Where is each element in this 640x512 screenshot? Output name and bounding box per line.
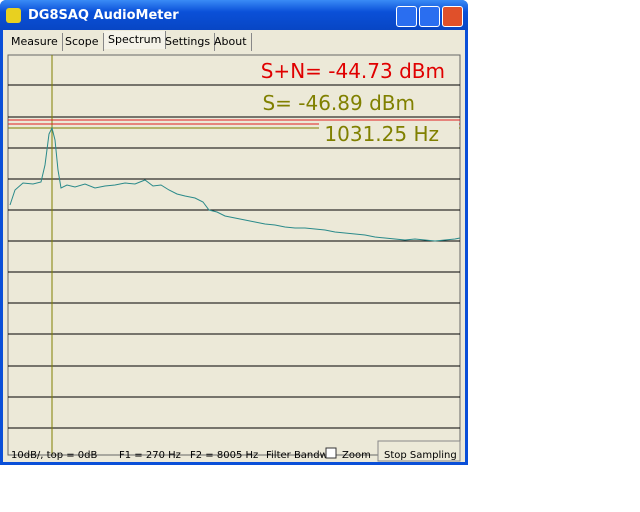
frequency-readout: 1031.25 Hz — [324, 122, 439, 146]
client-area: Measure Scope Spectrum Settings About S+… — [3, 30, 465, 462]
tab[interactable]: Measure — [7, 33, 63, 51]
plot-frame — [7, 54, 461, 456]
zoom-label: Zoom — [342, 450, 371, 461]
window: DG8SAQ AudioMeter Measure Scope Spectrum… — [0, 0, 468, 465]
readout-background — [319, 122, 459, 146]
zoom-checkbox[interactable] — [325, 447, 337, 459]
spectrum-trace — [9, 126, 461, 242]
spectrum-display: S+N= -44.73 dBm S= -46.89 dBm 1031.25 Hz… — [7, 54, 461, 462]
stop-button-label: Stop Sampling — [384, 450, 457, 461]
close-button[interactable] — [442, 6, 463, 27]
filter-label: Filter Bandwi — [266, 450, 331, 461]
minimize-button[interactable] — [396, 6, 417, 27]
scale-label: 10dB/, top = 0dB — [11, 450, 97, 461]
tab-active[interactable]: Spectrum — [104, 31, 167, 49]
signal-noise-readout: S+N= -44.73 dBm — [261, 59, 445, 83]
tab[interactable]: Scope — [61, 33, 104, 51]
grid — [8, 84, 460, 429]
maximize-button[interactable] — [419, 6, 440, 27]
f2-label: F2 = 8005 Hz — [190, 450, 258, 461]
tab[interactable]: About — [210, 33, 252, 51]
f1-label: F1 = 270 Hz — [119, 450, 181, 461]
window-title: DG8SAQ AudioMeter — [28, 8, 179, 23]
signal-readout: S= -46.89 dBm — [262, 91, 415, 115]
stop-button[interactable] — [377, 440, 461, 462]
tab[interactable]: Settings — [161, 33, 216, 51]
app-icon — [6, 8, 21, 23]
title-bar: DG8SAQ AudioMeter — [0, 0, 468, 30]
